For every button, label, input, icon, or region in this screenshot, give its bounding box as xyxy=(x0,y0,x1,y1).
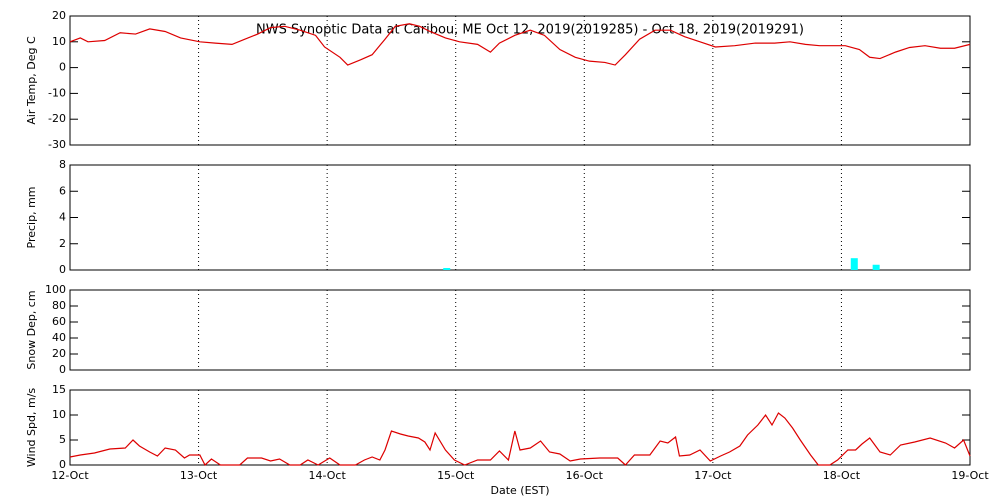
data-line xyxy=(69,412,971,466)
y-axis-label: Air Temp, Deg C xyxy=(25,36,38,125)
y-tick-label: -30 xyxy=(48,138,66,151)
y-tick-label: 20 xyxy=(52,347,66,360)
y-tick-label: 60 xyxy=(52,315,66,328)
y-tick-label: -10 xyxy=(48,86,66,99)
x-tick-label: 19-Oct xyxy=(951,469,989,482)
x-axis-label: Date (EST) xyxy=(490,484,549,497)
y-tick-label: 0 xyxy=(59,61,66,74)
y-tick-label: -20 xyxy=(48,112,66,125)
x-tick-label: 12-Oct xyxy=(51,469,89,482)
bar xyxy=(872,264,880,270)
y-axis-label: Snow Dep, cm xyxy=(25,290,38,369)
y-tick-label: 15 xyxy=(52,383,66,396)
x-tick-label: 15-Oct xyxy=(437,469,475,482)
y-tick-label: 6 xyxy=(59,184,66,197)
y-tick-label: 100 xyxy=(45,283,66,296)
y-tick-label: 40 xyxy=(52,331,66,344)
x-tick-label: 14-Oct xyxy=(308,469,346,482)
y-tick-label: 2 xyxy=(59,237,66,250)
bar xyxy=(443,268,451,270)
y-tick-label: 80 xyxy=(52,299,66,312)
panel-frame xyxy=(69,289,971,371)
y-axis-label: Wind Spd, m/s xyxy=(25,388,38,468)
y-tick-label: 20 xyxy=(52,9,66,22)
panel-frame xyxy=(69,164,971,271)
x-tick-label: 18-Oct xyxy=(823,469,861,482)
y-tick-label: 10 xyxy=(52,35,66,48)
bar xyxy=(850,258,858,270)
y-tick-label: 0 xyxy=(59,458,66,471)
y-tick-label: 5 xyxy=(59,433,66,446)
x-tick-label: 16-Oct xyxy=(566,469,604,482)
x-tick-label: 17-Oct xyxy=(694,469,732,482)
y-tick-label: 4 xyxy=(59,211,66,224)
y-tick-label: 0 xyxy=(59,363,66,376)
panel-frame xyxy=(69,389,971,466)
x-tick-label: 13-Oct xyxy=(180,469,218,482)
y-tick-label: 0 xyxy=(59,263,66,276)
y-tick-label: 8 xyxy=(59,158,66,171)
data-line xyxy=(69,23,971,66)
y-axis-label: Precip, mm xyxy=(25,187,38,249)
y-tick-label: 10 xyxy=(52,408,66,421)
